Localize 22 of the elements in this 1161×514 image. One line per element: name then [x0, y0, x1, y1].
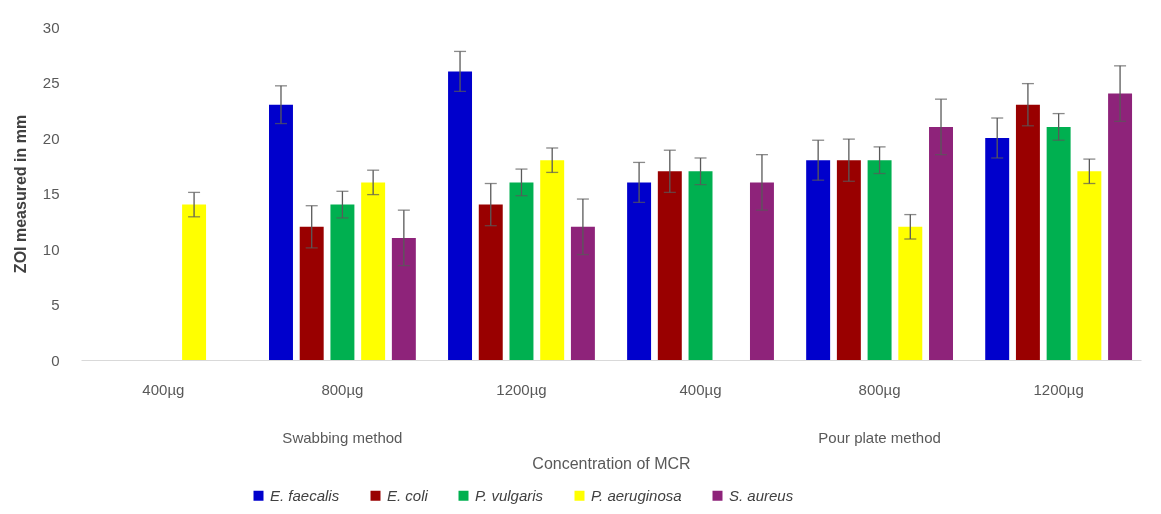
- y-tick-label: 30: [42, 18, 60, 36]
- x-axis-title: Concentration of MCR: [532, 454, 691, 472]
- y-tick-label: 25: [42, 74, 60, 91]
- y-tick-label: 10: [42, 240, 60, 258]
- x-tick-label: 400µg: [679, 380, 722, 398]
- legend-label: E. coli: [387, 486, 429, 504]
- y-tick-label: 15: [42, 185, 60, 202]
- x-tick-label: 400µg: [142, 380, 185, 398]
- y-tick-label: 20: [42, 129, 60, 147]
- legend-label: P. vulgaris: [475, 486, 544, 504]
- x-tick-label: 1200µg: [496, 380, 547, 398]
- y-tick-label: 5: [51, 296, 60, 313]
- x-tick-label: 800µg: [858, 380, 901, 398]
- y-axis-title: ZOI measured in mm: [11, 114, 29, 274]
- x-tick-label: 800µg: [321, 380, 364, 398]
- text: Swabbing method: [282, 429, 403, 446]
- y-tick-label: 0: [51, 351, 60, 369]
- legend-label: P. aeruginosa: [591, 486, 682, 504]
- legend-label: E. faecalis: [270, 486, 340, 504]
- text: Pour plate method: [818, 429, 941, 446]
- x-tick-label: 1200µg: [1033, 380, 1084, 398]
- legend-label: S. aureus: [729, 486, 794, 504]
